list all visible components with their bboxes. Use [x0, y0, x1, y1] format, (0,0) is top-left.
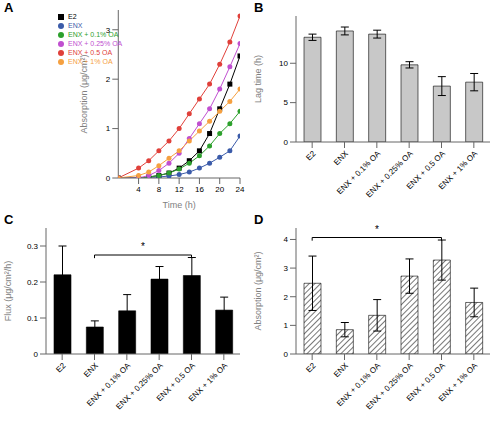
svg-text:16: 16 — [195, 185, 204, 194]
svg-text:24: 24 — [236, 185, 245, 194]
svg-text:E2: E2 — [304, 149, 318, 163]
svg-text:ENX + 1% OA: ENX + 1% OA — [437, 149, 480, 192]
svg-text:ENX + 0.25% OA: ENX + 0.25% OA — [114, 361, 165, 412]
svg-text:Absorption (μg/cm²): Absorption (μg/cm²) — [79, 54, 89, 133]
svg-text:ENX: ENX — [82, 361, 100, 379]
svg-text:0.3: 0.3 — [27, 242, 39, 251]
svg-text:ENX + 1% OA: ENX + 1% OA — [187, 361, 230, 404]
svg-text:ENX: ENX — [332, 149, 350, 167]
svg-text:4: 4 — [284, 235, 289, 244]
svg-text:Absorption (μg/cm²): Absorption (μg/cm²) — [253, 251, 263, 330]
svg-text:ENX + 0.25% OA: ENX + 0.25% OA — [364, 361, 415, 412]
svg-text:Flux (μg/cm²/h): Flux (μg/cm²/h) — [8, 261, 13, 322]
svg-text:0: 0 — [284, 350, 289, 359]
svg-text:2: 2 — [284, 293, 289, 302]
svg-text:0: 0 — [34, 350, 39, 359]
svg-text:Lag time (h): Lag time (h) — [253, 55, 263, 103]
svg-text:0: 0 — [106, 174, 111, 183]
svg-text:10: 10 — [279, 59, 288, 68]
svg-text:E2: E2 — [54, 361, 68, 375]
svg-text:8: 8 — [157, 185, 162, 194]
svg-text:1: 1 — [106, 124, 111, 133]
svg-text:0: 0 — [284, 138, 289, 147]
svg-text:2: 2 — [106, 75, 111, 84]
svg-text:20: 20 — [215, 185, 224, 194]
svg-text:5: 5 — [284, 98, 289, 107]
svg-text:4: 4 — [136, 185, 141, 194]
svg-text:ENX: ENX — [332, 361, 350, 379]
svg-text:1: 1 — [284, 321, 289, 330]
svg-text:*: * — [141, 241, 145, 252]
svg-text:ENX + 0.25% OA: ENX + 0.25% OA — [364, 149, 415, 200]
svg-text:E2: E2 — [304, 361, 318, 375]
svg-text:3: 3 — [284, 264, 289, 273]
svg-text:12: 12 — [175, 185, 184, 194]
svg-text:0.2: 0.2 — [27, 278, 39, 287]
svg-text:*: * — [375, 224, 379, 235]
svg-text:Time (h): Time (h) — [163, 200, 196, 210]
svg-text:ENX + 1% OA: ENX + 1% OA — [437, 361, 480, 404]
svg-text:3: 3 — [106, 26, 111, 35]
svg-text:0.1: 0.1 — [27, 314, 39, 323]
